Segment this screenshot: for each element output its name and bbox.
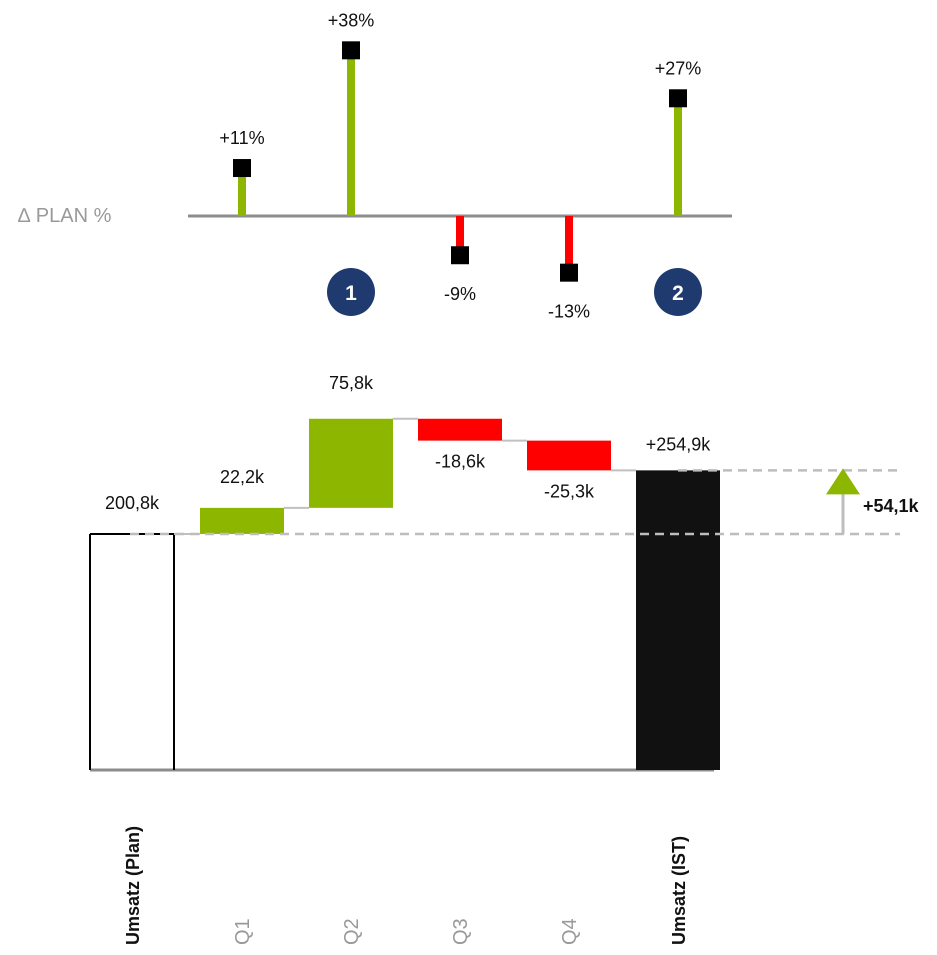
- plan-value-label: 200,8k: [105, 493, 160, 513]
- waterfall-bar-q4: [527, 440, 611, 471]
- category-label-q4: Q4: [559, 918, 581, 945]
- actual-value-label: +254,9k: [646, 434, 712, 454]
- comment-badge-1-label: 1: [345, 282, 357, 305]
- comment-badge-2: [654, 268, 702, 316]
- variance-label-q4: -13%: [548, 302, 590, 322]
- variance-marker-umsatz-ist: [669, 89, 687, 108]
- waterfall-bar-q1: [200, 507, 284, 534]
- plan-variance-lollipop-chart: ∆ PLAN % +11% +38% -9% -13% +27% 1 2: [18, 10, 732, 322]
- comment-badge-1: [327, 268, 375, 316]
- category-label-umsatz-plan: Umsatz (Plan): [123, 826, 143, 945]
- actual-total-bar: [636, 470, 720, 770]
- variance-row-label: ∆ PLAN %: [18, 205, 112, 227]
- waterfall-label-q3: -18,6k: [435, 452, 486, 472]
- category-axis-labels: Umsatz (Plan) Q1 Q2 Q3 Q4 Umsatz (IST): [123, 826, 689, 945]
- category-label-umsatz-ist: Umsatz (IST): [669, 836, 689, 945]
- variance-label-q1: +11%: [219, 128, 264, 148]
- waterfall-label-q1: 22,2k: [220, 467, 265, 487]
- waterfall-label-q2: 75,8k: [329, 373, 374, 393]
- waterfall-bar-q2: [309, 418, 393, 508]
- category-label-q2: Q2: [341, 918, 363, 945]
- variance-marker-q3: [451, 246, 469, 265]
- variance-label-q2: +38%: [328, 10, 375, 30]
- variance-label-umsatz-ist: +27%: [655, 58, 702, 78]
- waterfall-bar-q3: [418, 418, 502, 441]
- difference-label: +54,1k: [863, 496, 920, 516]
- revenue-waterfall-chart: 200,8k 22,2k 75,8k -18,6k -25,3k +254,9k +54,1…: [89, 373, 920, 772]
- variance-marker-q4: [560, 263, 578, 282]
- comment-badge-2-label: 2: [672, 282, 684, 305]
- variance-marker-q1: [233, 159, 251, 178]
- waterfall-label-q4: -25,3k: [544, 481, 595, 501]
- category-label-q3: Q3: [450, 918, 472, 945]
- difference-arrow-head: [826, 468, 860, 495]
- variance-marker-q2: [342, 41, 360, 60]
- variance-label-q3: -9%: [444, 284, 476, 304]
- category-label-q1: Q1: [232, 918, 254, 945]
